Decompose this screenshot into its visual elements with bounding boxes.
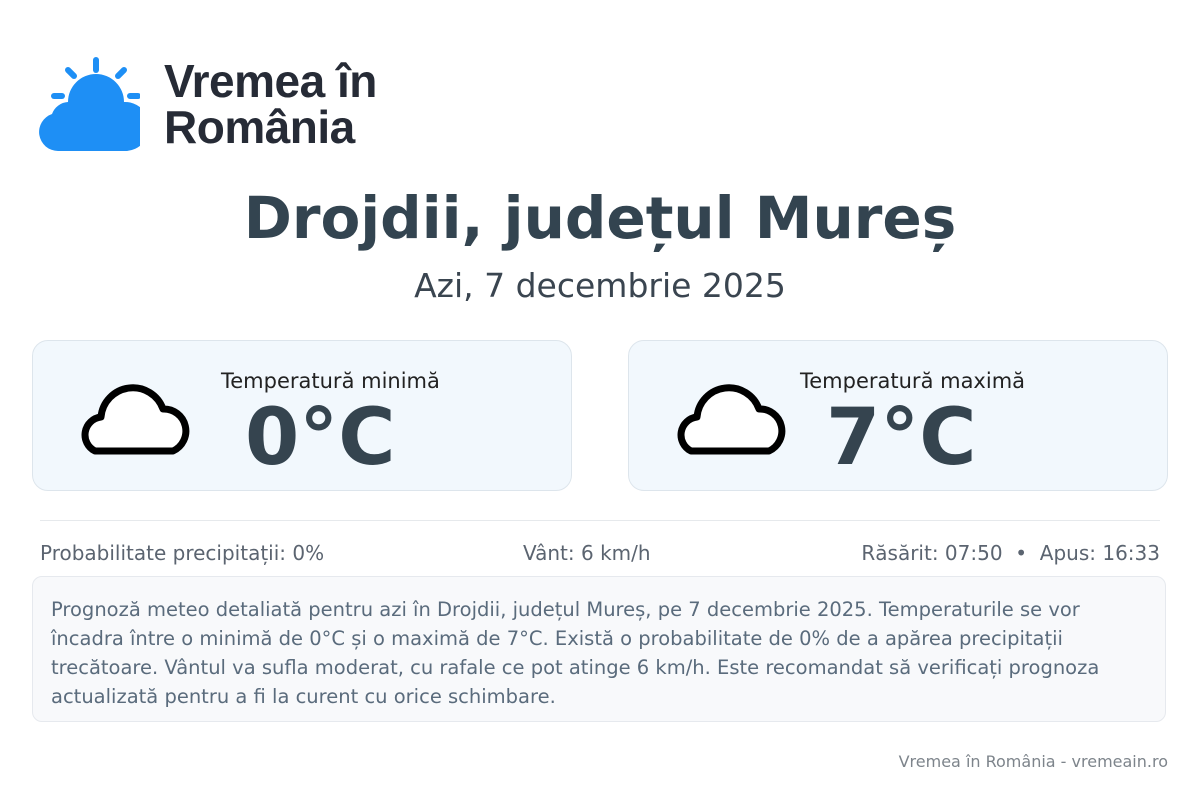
sun-cloud-icon xyxy=(39,57,140,151)
footer-credit: Vremea în România - vremeain.ro xyxy=(898,752,1168,771)
forecast-description: Prognoză meteo detaliată pentru azi în D… xyxy=(32,576,1166,722)
logo: Vremea în România xyxy=(38,56,377,152)
min-temp-card: Temperatură minimă 0°C xyxy=(32,340,572,491)
logo-text: Vremea în România xyxy=(164,55,377,153)
cloud-icon xyxy=(677,384,786,455)
cloud-icon xyxy=(81,384,190,455)
sun-times-stat: Răsărit: 07:50 • Apus: 16:33 xyxy=(861,541,1160,565)
min-temp-label: Temperatură minimă xyxy=(221,369,440,393)
divider xyxy=(40,520,1160,521)
page-title: Drojdii, județul Mureș xyxy=(243,184,957,252)
date-subtitle: Azi, 7 decembrie 2025 xyxy=(414,266,786,305)
max-temp-label: Temperatură maximă xyxy=(800,369,1026,393)
max-temp-card: Temperatură maximă 7°C xyxy=(628,340,1168,491)
wind-stat: Vânt: 6 km/h xyxy=(523,541,651,565)
precipitation-stat: Probabilitate precipitații: 0% xyxy=(40,541,325,565)
min-temp-value: 0°C xyxy=(245,393,396,483)
max-temp-value: 7°C xyxy=(826,393,977,483)
